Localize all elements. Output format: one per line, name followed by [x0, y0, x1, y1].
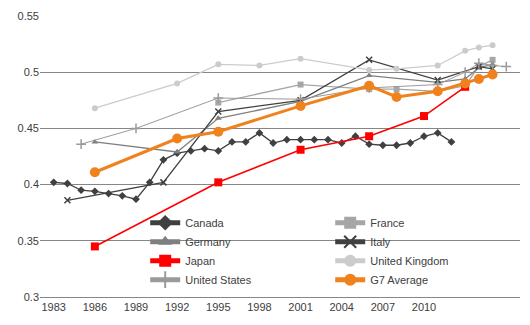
svg-text:1998: 1998 — [247, 301, 271, 313]
svg-text:G7 Average: G7 Average — [370, 274, 428, 286]
svg-text:United Kingdom: United Kingdom — [370, 255, 448, 267]
svg-text:France: France — [370, 217, 404, 229]
svg-text:1989: 1989 — [124, 301, 148, 313]
svg-text:0.3: 0.3 — [24, 291, 39, 303]
svg-text:United States: United States — [185, 274, 252, 286]
svg-text:Japan: Japan — [185, 255, 215, 267]
svg-text:0.45: 0.45 — [18, 122, 39, 134]
svg-text:2007: 2007 — [371, 301, 395, 313]
svg-text:2010: 2010 — [412, 301, 436, 313]
svg-text:Italy: Italy — [370, 236, 391, 248]
svg-text:1995: 1995 — [206, 301, 230, 313]
svg-text:2004: 2004 — [329, 301, 353, 313]
svg-text:2001: 2001 — [288, 301, 312, 313]
svg-text:0.5: 0.5 — [24, 66, 39, 78]
svg-text:Germany: Germany — [185, 236, 231, 248]
svg-text:0.55: 0.55 — [18, 10, 39, 22]
svg-text:0.35: 0.35 — [18, 235, 39, 247]
svg-text:1986: 1986 — [83, 301, 107, 313]
svg-text:0.4: 0.4 — [24, 178, 39, 190]
svg-text:Canada: Canada — [185, 217, 224, 229]
svg-text:1983: 1983 — [41, 301, 65, 313]
svg-text:1992: 1992 — [165, 301, 189, 313]
